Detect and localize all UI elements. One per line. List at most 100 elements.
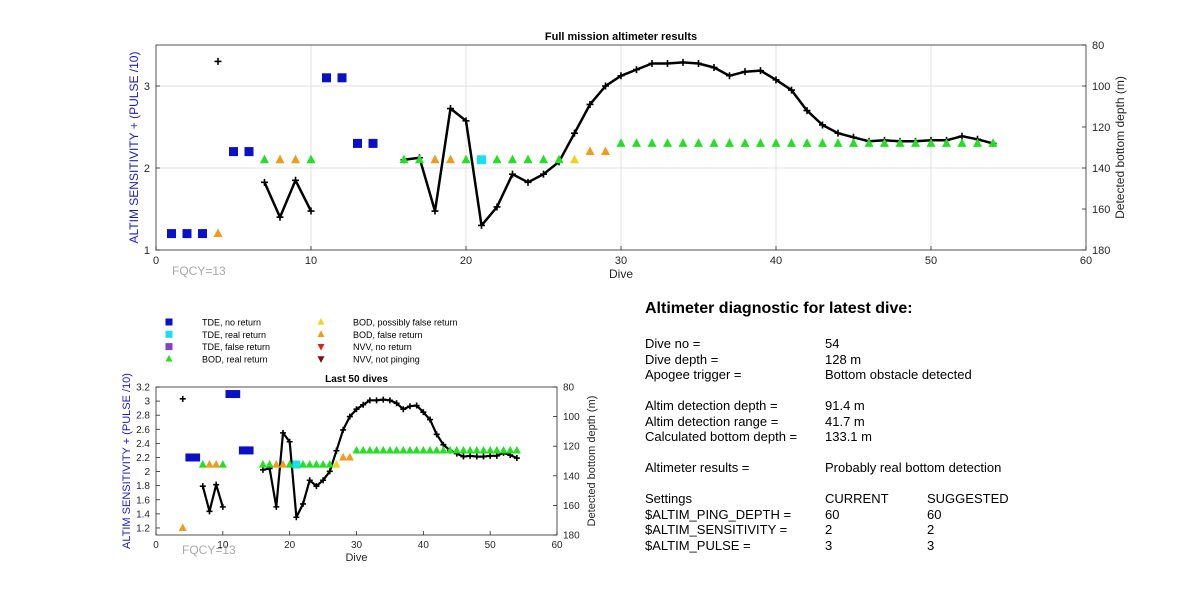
depth-point	[819, 121, 826, 129]
x-tick-label: 10	[217, 540, 229, 551]
legend-marker-tde-real-return	[165, 330, 173, 338]
x-tick-label: 30	[615, 255, 627, 267]
marker-bod-real-return	[880, 138, 889, 147]
marker-bod-real-return	[466, 445, 475, 454]
marker-bod-real-return	[771, 138, 781, 147]
y-tick-label: 1.8	[136, 481, 150, 492]
depth-point	[366, 397, 373, 404]
legend-label-tde-false-return: TDE, false return	[202, 342, 270, 352]
diagnostic-label: Dive depth =	[645, 351, 719, 367]
diagnostic-spacer	[645, 476, 913, 492]
marker-bod-real-return	[325, 459, 334, 468]
marker-bod-real-return	[405, 445, 414, 454]
marker-bod-false-return	[275, 154, 285, 164]
diagnostic-row: Altim detection depth = 91.4 m	[645, 398, 913, 414]
depth-point	[340, 426, 347, 433]
marker-tde-no-return	[229, 147, 238, 157]
marker-bod-real-return	[426, 445, 435, 454]
marker-bod-real-return	[258, 459, 267, 468]
y2-axis-label: Detected bottom depth (m)	[586, 396, 598, 527]
diagnostic-row: Altimeter results = Probably real bottom …	[645, 460, 1001, 476]
depth-point	[834, 129, 842, 137]
x-tick-label: 60	[551, 540, 563, 551]
marker-bod-real-return	[694, 138, 703, 147]
legend-marker-bod-false-return	[317, 330, 325, 337]
marker-bod-real-return	[446, 445, 455, 454]
depth-point	[571, 129, 578, 137]
marker-bod-real-return	[818, 138, 827, 147]
depth-point	[293, 514, 300, 521]
y-tick-label: 3	[144, 397, 150, 408]
marker-bod-real-return	[399, 154, 409, 164]
y-tick-label: 2.8	[136, 411, 150, 422]
depth-point	[326, 468, 333, 475]
depth-point	[373, 397, 380, 404]
legend-marker-nvv-no-return	[317, 343, 325, 351]
diagnostic-value: 128 m	[825, 351, 862, 367]
depth-point	[788, 86, 795, 94]
depth-point	[214, 57, 222, 65]
depth-point	[380, 396, 387, 403]
x-tick-label: 20	[460, 255, 472, 267]
marker-bod-possibly-false	[332, 459, 341, 468]
depth-point	[493, 452, 500, 459]
depth-point	[313, 483, 320, 490]
diagnostic-suggested-value: 2	[927, 522, 935, 537]
depth-point	[433, 431, 440, 438]
legend-label-bod-possibly-false: BOD, possibly false return	[353, 318, 458, 328]
marker-tde-no-return	[337, 73, 347, 83]
y-axis-label: ALTIM SENSITIVITY + (PULSE /10)	[121, 373, 133, 549]
marker-bod-real-return	[499, 445, 508, 454]
y-tick-label: 2	[144, 163, 150, 175]
diagnostic-row: Calculated bottom depth = 133.1 m	[645, 429, 913, 445]
y-tick-label: 1.4	[136, 509, 150, 520]
diagnostic-spacer	[645, 445, 913, 461]
marker-bod-real-return	[412, 445, 421, 454]
diagnostic-row: $ALTIM_PULSE = 3 3	[645, 537, 934, 554]
depth-point	[617, 72, 625, 80]
fqcy-annotation: FQCY=13	[182, 543, 236, 557]
marker-bod-real-return	[911, 138, 920, 147]
depth-point	[259, 466, 266, 473]
marker-bod-real-return	[432, 445, 441, 454]
marker-bod-real-return	[492, 445, 501, 454]
x-tick-label: 40	[418, 540, 430, 551]
diagnostic-value: 3	[825, 537, 833, 553]
x-tick-label: 0	[153, 540, 159, 551]
marker-tde-no-return	[368, 138, 378, 148]
depth-point	[261, 178, 268, 186]
depth-point	[199, 483, 206, 490]
marker-tde-real-return	[292, 460, 301, 469]
depth-point	[393, 400, 400, 407]
marker-bod-real-return	[554, 154, 564, 164]
marker-bod-real-return	[678, 138, 688, 147]
marker-bod-real-return	[942, 138, 951, 147]
depth-point	[524, 178, 532, 186]
marker-bod-false-return	[430, 154, 440, 164]
legend-marker-tde-no-return	[165, 318, 173, 326]
diagnostic-row: Apogee trigger = Bottom obstacle detected	[645, 367, 972, 383]
depth-point	[586, 100, 594, 108]
marker-bod-real-return	[895, 138, 905, 147]
marker-tde-no-return	[244, 147, 254, 157]
x-tick-label: 50	[485, 540, 497, 551]
diagnostic-value: 133.1 m	[825, 429, 872, 444]
marker-bod-real-return	[926, 138, 936, 147]
depth-point	[462, 117, 470, 125]
x-axis-label: Dive	[345, 552, 367, 564]
marker-bod-false-return	[291, 154, 300, 164]
marker-bod-false-return	[178, 523, 187, 531]
y-tick-label: 3.2	[136, 383, 150, 394]
last-50-dives-chart: 0 10 20 30 40 50 60 1.2 1.4 1.6 1.8 2 2.2 2.4 2.6 2.8 3 3…	[121, 373, 598, 564]
diagnostic-label: Settings	[645, 491, 692, 506]
x-tick-label: 60	[1080, 255, 1092, 267]
x-tick-label: 50	[925, 255, 937, 267]
diagnostic-row: Settings CURRENT SUGGESTED	[645, 491, 1009, 507]
diagnostic-title: Altimeter diagnostic for latest dive:	[645, 300, 913, 317]
legend: TDE, no return TDE, real return TDE, false…	[165, 318, 458, 364]
diagnostic-row: $ALTIM_PING_DEPTH = 60 60	[645, 507, 941, 523]
marker-bod-real-return	[372, 445, 381, 454]
x-tick-label: 30	[351, 540, 363, 551]
marker-bod-real-return	[459, 445, 468, 454]
